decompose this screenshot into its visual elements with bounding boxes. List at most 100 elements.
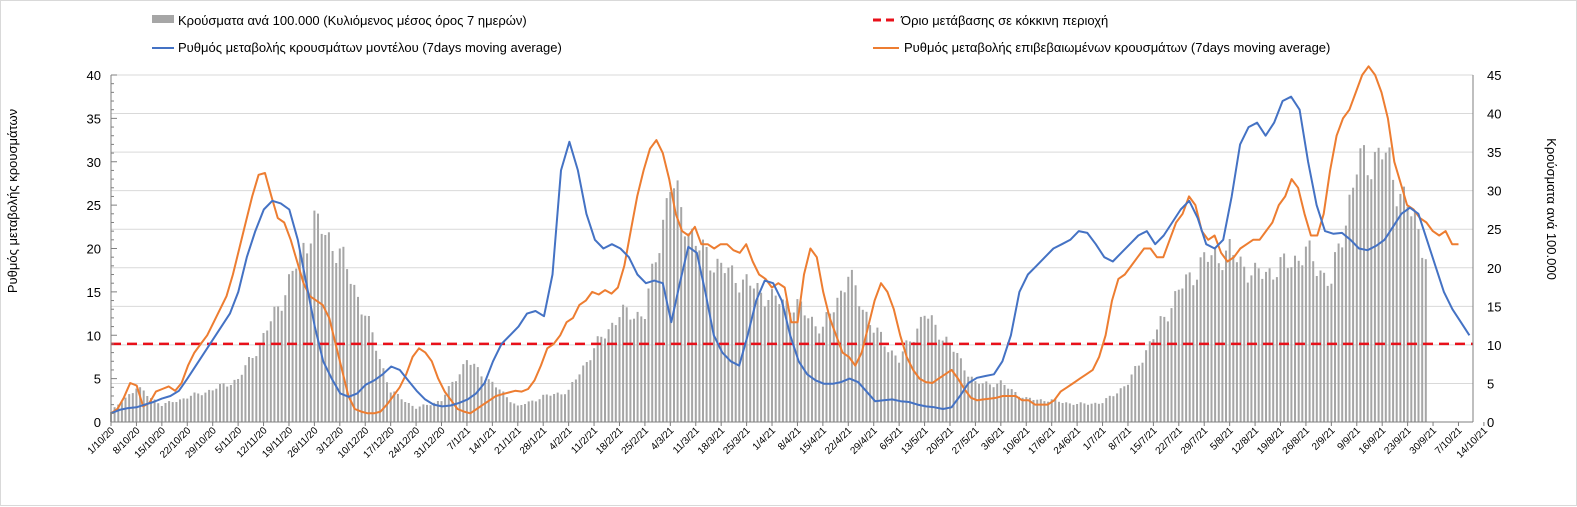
bar [1388,147,1391,422]
x-tick-label: 16/9/21 [1357,425,1389,457]
bar [1275,277,1278,422]
bar [1410,216,1413,422]
bar [945,336,948,422]
bar [197,393,200,422]
x-tick-label: 2/9/21 [1310,425,1338,453]
bar [985,381,988,422]
x-tick-label: 17/6/21 [1026,425,1058,457]
bar [251,358,254,422]
bar [1170,308,1173,422]
bar [1283,253,1286,422]
axes [110,74,1474,423]
bar [1344,225,1347,422]
bar [999,380,1002,422]
bar [785,300,788,422]
bar [1025,397,1028,422]
bar [901,351,904,422]
bar [705,247,708,422]
x-axis-ticks: 1/10/208/10/2015/10/2022/10/2029/10/205/… [86,422,1490,461]
bar [1087,404,1089,422]
bar [440,401,443,422]
bar [1174,291,1177,422]
bar [654,262,657,422]
x-tick-label: 1/7/21 [1081,425,1109,453]
x-tick-label: 22/7/21 [1154,425,1186,457]
bar [738,292,741,422]
bar [117,404,120,422]
right-axis-title: Κρούσματα ανά 100.000 [1544,138,1559,280]
bar [1010,389,1013,422]
right-tick-label: 5 [1487,376,1494,391]
bar [967,376,970,422]
bar [1239,256,1242,422]
bar [890,350,893,422]
bar [1294,255,1296,422]
bar [647,288,650,422]
bar [887,352,890,422]
x-tick-label: 20/5/21 [925,425,957,457]
left-tick-label: 5 [94,372,101,387]
bar [444,394,447,422]
bar [491,381,494,422]
bar [589,360,592,422]
bar [749,285,752,422]
bar [767,300,770,422]
bar [295,268,298,422]
bar [415,408,418,422]
bar [1177,289,1180,422]
bar [1403,186,1405,422]
bar [237,379,240,422]
bar [614,325,617,422]
bar [949,343,951,422]
bar [1166,321,1169,422]
bar [869,325,872,422]
bar [1007,388,1010,422]
bar [582,365,585,422]
x-tick-label: 18/2/21 [594,425,626,457]
bar [934,324,937,422]
bar [1181,288,1184,422]
model-rate-line [110,95,1471,415]
bar [1352,187,1355,422]
bar [919,316,922,422]
bar [1384,152,1387,422]
bar [604,338,606,422]
x-tick-label: 24/6/21 [1052,425,1084,457]
bar [200,395,203,422]
bar [622,304,625,422]
bar [1043,401,1046,422]
bar [941,340,944,422]
bar [1199,257,1202,422]
bar [269,321,272,422]
bar [640,316,643,422]
x-tick-label: 1/10/20 [86,425,118,457]
bar [1225,250,1227,422]
bar [1108,395,1111,422]
bar [1319,270,1322,422]
bar [1363,145,1365,422]
bar [1076,404,1079,422]
bar [778,304,781,422]
bar [1290,267,1293,422]
bar [396,393,399,422]
bar [564,394,566,422]
bar [447,386,450,422]
bar [226,386,229,422]
bar [1119,388,1122,422]
bar [378,359,381,422]
bar [182,398,185,422]
left-axis-ticks: 0 5 10 15 20 25 30 35 40 [87,68,101,430]
bar [538,399,541,422]
bar [636,311,639,422]
x-tick-label: 27/5/21 [950,425,982,457]
bar [1417,229,1420,422]
bar [709,270,712,422]
bar [160,406,163,422]
bar [691,228,694,422]
bar [1134,366,1137,422]
x-tick-label: 15/4/21 [798,425,830,457]
bar [233,379,236,422]
bar [277,306,280,422]
bar [1156,329,1158,422]
bar [745,274,748,422]
